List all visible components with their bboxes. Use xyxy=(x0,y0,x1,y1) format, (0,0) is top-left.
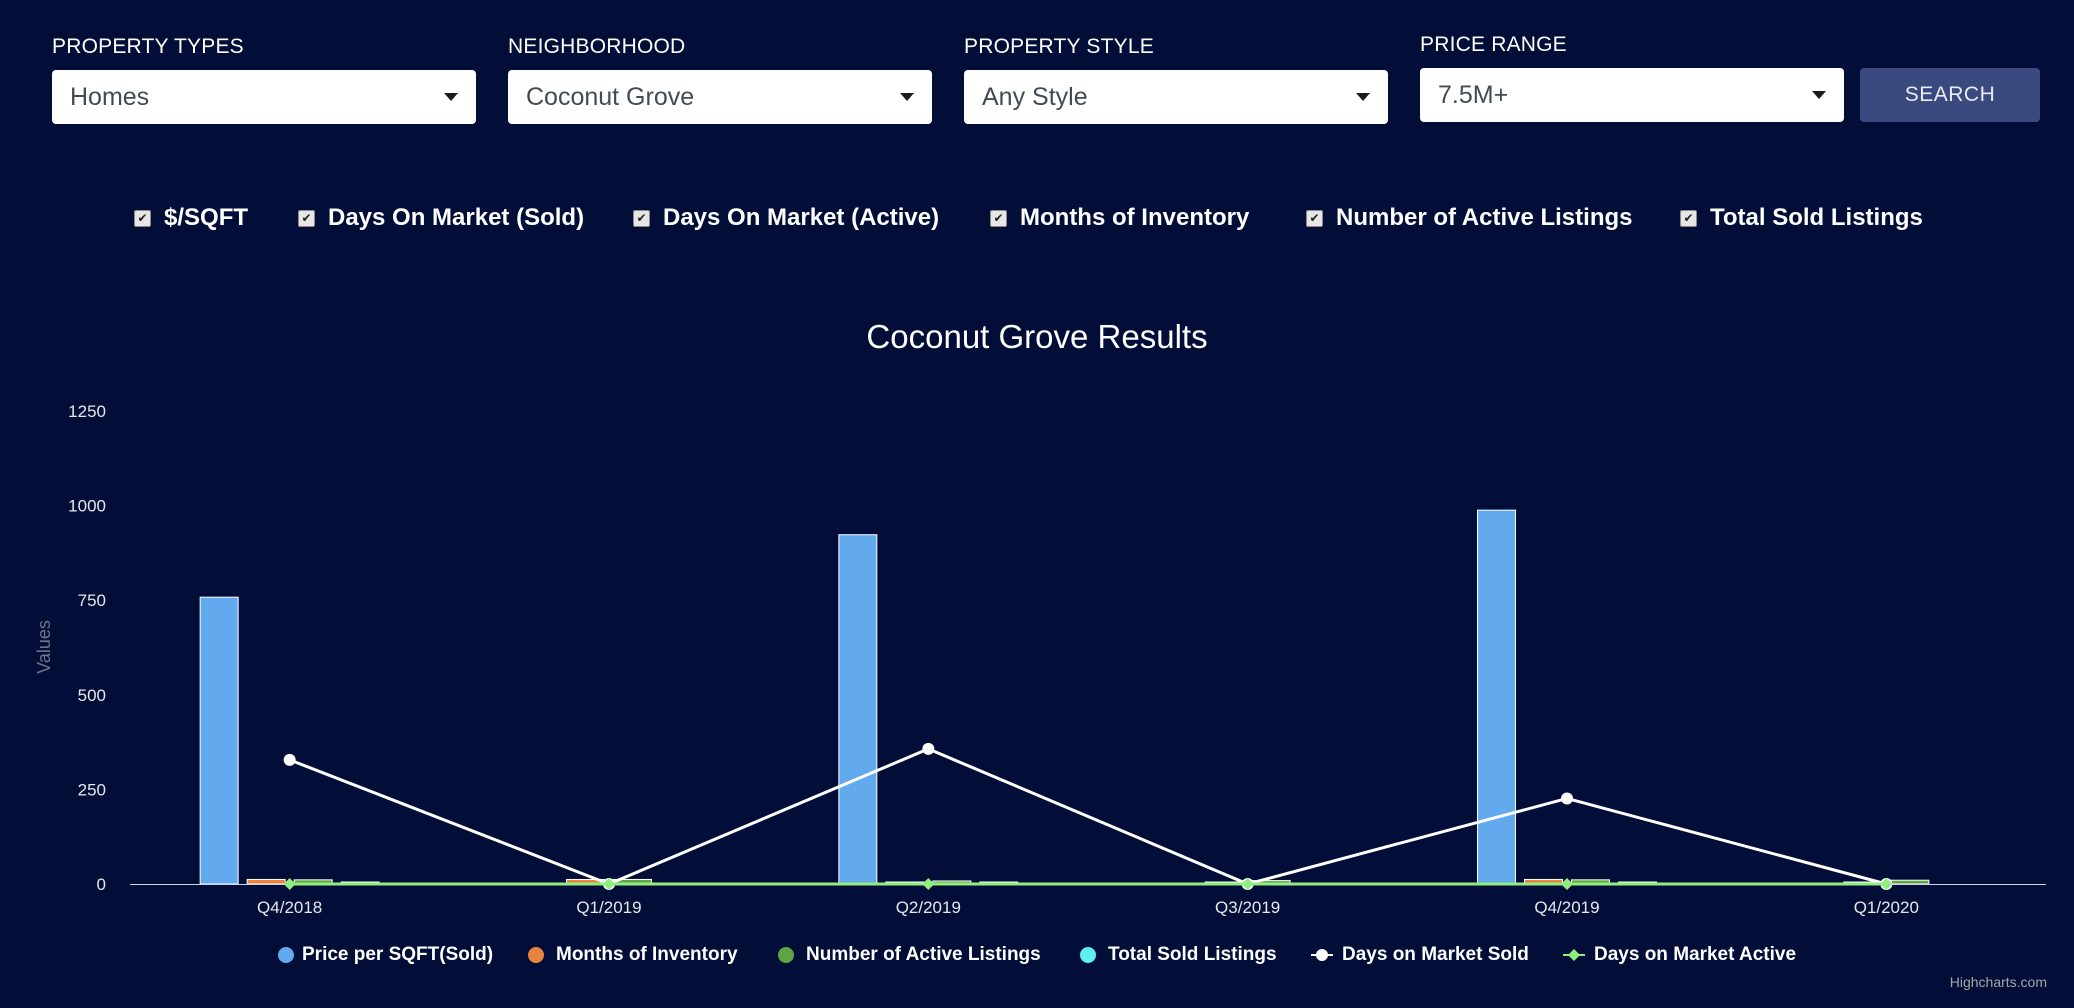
price-range-filter: PRICE RANGE 7.5M+ xyxy=(1420,32,1844,122)
property-types-select[interactable]: Homes xyxy=(52,70,476,124)
legend-label: Days on Market Sold xyxy=(1342,944,1529,965)
toggle-label: Number of Active Listings xyxy=(1336,204,1633,231)
line-point xyxy=(922,878,935,890)
checkbox[interactable]: ✔ xyxy=(1306,209,1323,227)
y-tick-label: 1250 xyxy=(68,402,106,421)
toggle-price-sqft[interactable]: ✔ $/SQFT xyxy=(134,203,248,233)
legend-label: Price per SQFT(Sold) xyxy=(302,944,494,965)
legend-label: Days on Market Active xyxy=(1594,944,1797,965)
y-tick-label: 0 xyxy=(97,875,106,894)
bar xyxy=(1890,879,1930,885)
legend-active-listings[interactable]: Number of Active Listings xyxy=(776,942,1041,968)
line-marker-icon xyxy=(1311,949,1333,961)
legend-months-inventory[interactable]: Months of Inventory xyxy=(526,942,738,968)
toggle-dom-active[interactable]: ✔ Days On Market (Active) xyxy=(633,203,939,233)
toggle-months-inventory[interactable]: ✔ Months of Inventory xyxy=(990,203,1249,233)
legend-total-sold[interactable]: Total Sold Listings xyxy=(1078,942,1277,968)
property-types-filter: PROPERTY TYPES Homes xyxy=(52,34,476,124)
toggle-dom-sold[interactable]: ✔ Days On Market (Sold) xyxy=(298,203,584,233)
toggle-label: $/SQFT xyxy=(164,204,249,231)
line-marker-icon xyxy=(1563,949,1585,961)
circle-marker-icon xyxy=(1080,947,1096,963)
y-tick-label: 500 xyxy=(78,686,106,705)
line-point xyxy=(1561,792,1573,805)
legend-price-sqft[interactable]: Price per SQFT(Sold) xyxy=(276,942,493,968)
checkbox[interactable]: ✔ xyxy=(990,209,1007,227)
circle-marker-icon xyxy=(528,947,544,963)
line-point xyxy=(603,878,615,890)
property-types-value: Homes xyxy=(70,82,150,111)
circle-marker-icon xyxy=(778,947,794,963)
x-tick-label: Q3/2019 xyxy=(1215,898,1280,917)
neighborhood-label: NEIGHBORHOOD xyxy=(508,35,686,58)
caret-down-icon xyxy=(1812,91,1826,99)
x-tick-label: Q4/2018 xyxy=(257,898,322,917)
y-tick-label: 750 xyxy=(78,591,106,610)
legend-dom-active[interactable]: Days on Market Active xyxy=(1562,942,1796,968)
property-style-value: Any Style xyxy=(982,82,1088,111)
bar xyxy=(199,596,239,885)
legend-label: Months of Inventory xyxy=(556,944,738,965)
caret-down-icon xyxy=(900,93,914,101)
checkbox[interactable]: ✔ xyxy=(633,209,650,227)
caret-down-icon xyxy=(444,93,458,101)
checkbox[interactable]: ✔ xyxy=(298,209,315,227)
price-range-select[interactable]: 7.5M+ xyxy=(1420,68,1844,122)
x-tick-label: Q4/2019 xyxy=(1534,898,1599,917)
chart-legend: Price per SQFT(Sold) Months of Inventory… xyxy=(0,942,2074,968)
line-point xyxy=(1880,878,1893,890)
legend-label: Number of Active Listings xyxy=(806,944,1041,965)
x-tick-label: Q1/2020 xyxy=(1854,898,1919,917)
y-tick-label: 1000 xyxy=(68,497,106,516)
y-axis-title: Values xyxy=(34,620,54,674)
line-point xyxy=(1241,878,1254,890)
toggle-label: Days On Market (Sold) xyxy=(328,204,585,231)
toggle-label: Months of Inventory xyxy=(1020,204,1250,231)
price-range-label: PRICE RANGE xyxy=(1420,33,1567,56)
toggle-active-listings[interactable]: ✔ Number of Active Listings xyxy=(1306,203,1632,233)
property-style-select[interactable]: Any Style xyxy=(964,70,1388,124)
neighborhood-value: Coconut Grove xyxy=(526,82,695,111)
toggle-label: Days On Market (Active) xyxy=(663,204,940,231)
toggle-label: Total Sold Listings xyxy=(1710,204,1923,231)
caret-down-icon xyxy=(1356,93,1370,101)
toggle-total-sold[interactable]: ✔ Total Sold Listings xyxy=(1680,203,1923,233)
checkbox[interactable]: ✔ xyxy=(134,209,151,227)
line-point xyxy=(922,742,935,755)
checkbox[interactable]: ✔ xyxy=(1680,209,1697,227)
neighborhood-select[interactable]: Coconut Grove xyxy=(508,70,932,124)
bar xyxy=(1477,509,1516,885)
price-range-value: 7.5M+ xyxy=(1438,80,1509,109)
property-style-filter: PROPERTY STYLE Any Style xyxy=(964,34,1388,124)
credits-link[interactable]: Highcharts.com xyxy=(1949,974,2047,990)
bar xyxy=(246,878,286,885)
series-line xyxy=(289,747,1887,886)
neighborhood-filter: NEIGHBORHOOD Coconut Grove xyxy=(508,34,932,124)
line-point xyxy=(283,753,296,766)
line-point xyxy=(1561,878,1573,890)
x-tick-label: Q2/2019 xyxy=(896,898,961,917)
x-tick-label: Q1/2019 xyxy=(576,898,641,917)
search-button[interactable]: SEARCH xyxy=(1860,68,2040,122)
property-style-label: PROPERTY STYLE xyxy=(964,35,1154,58)
y-tick-label: 250 xyxy=(78,780,106,799)
chart-title: Coconut Grove Results xyxy=(866,318,1208,355)
line-point xyxy=(283,878,296,890)
legend-dom-sold[interactable]: Days on Market Sold xyxy=(1310,942,1529,968)
results-chart: Values 0 250 500 750 1000 1250 Q4/2018 Q1/2019 Q2… xyxy=(34,402,2046,917)
legend-label: Total Sold Listings xyxy=(1108,944,1277,965)
property-types-label: PROPERTY TYPES xyxy=(52,35,244,58)
bar xyxy=(838,534,878,885)
circle-marker-icon xyxy=(278,947,294,963)
